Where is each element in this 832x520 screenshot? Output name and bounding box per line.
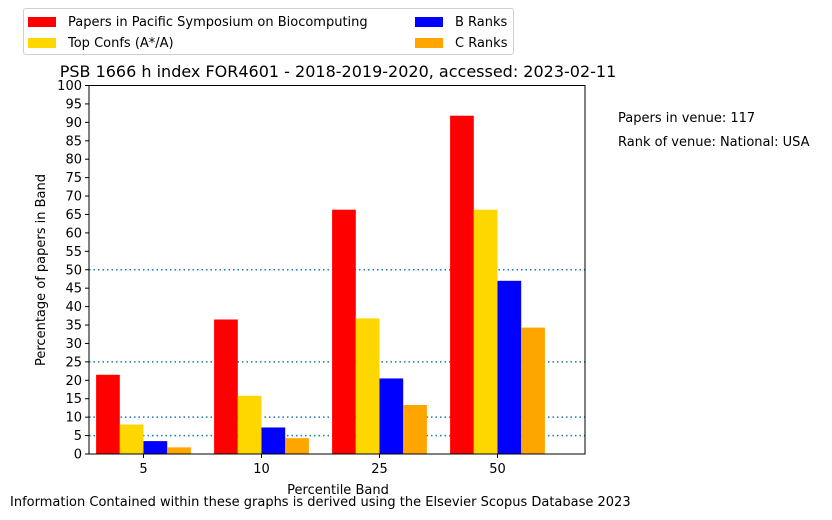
legend-swatch-b-ranks: [415, 17, 443, 27]
bar-papers-in-pacific-symposium-on-biocomputing-25: [332, 209, 356, 454]
y-tick-label-20: 20: [65, 374, 82, 389]
y-axis-label: Percentage of papers in Band: [34, 174, 49, 366]
bar-c-ranks-5: [167, 447, 191, 454]
x-tick-label-50: 50: [489, 462, 506, 477]
x-axis-label: Percentile Band: [287, 483, 389, 498]
x-axis: 5 10 25 50: [139, 454, 506, 477]
legend-label-b-ranks: B Ranks: [455, 14, 508, 30]
legend-label-psb: Papers in Pacific Symposium on Biocomput…: [68, 14, 368, 30]
bars: [96, 115, 545, 454]
y-tick-label-10: 10: [65, 411, 82, 426]
y-tick-label-55: 55: [65, 245, 82, 260]
data-source-footer: Information Contained within these graph…: [10, 495, 631, 510]
x-tick-label-10: 10: [253, 462, 270, 477]
bar-b-ranks-5: [143, 441, 168, 454]
bar-papers-in-pacific-symposium-on-biocomputing-5: [96, 374, 120, 454]
y-tick-label-60: 60: [65, 226, 82, 241]
bar-top-confs-a-a--50: [473, 209, 498, 454]
bar-b-ranks-10: [261, 427, 286, 454]
legend-item-top-confs: Top Confs (A*/A): [28, 35, 174, 51]
legend: Papers in Pacific Symposium on Biocomput…: [23, 8, 514, 55]
y-tick-label-45: 45: [65, 282, 82, 297]
y-axis: 0 5 10 15 20 25 30 35 40 45 50 55 60 65 70 75 80 85 90 95 10…: [57, 79, 89, 463]
legend-swatch-psb: [28, 17, 56, 27]
y-tick-label-50: 50: [65, 263, 82, 278]
rank-of-venue-note: Rank of venue: National: USA: [618, 135, 810, 150]
legend-swatch-c-ranks: [415, 38, 443, 48]
y-tick-label-95: 95: [65, 97, 82, 112]
y-tick-label-35: 35: [65, 319, 82, 334]
y-tick-label-0: 0: [74, 448, 82, 463]
y-tick-label-75: 75: [65, 171, 82, 186]
legend-label-top-confs: Top Confs (A*/A): [68, 35, 174, 51]
y-tick-label-85: 85: [65, 134, 82, 149]
y-tick-label-100: 100: [57, 79, 82, 94]
y-tick-label-30: 30: [65, 337, 82, 352]
bar-top-confs-a-a--25: [355, 318, 380, 454]
legend-swatch-top-confs: [28, 38, 56, 48]
y-tick-label-65: 65: [65, 208, 82, 223]
chart-title: PSB 1666 h index FOR4601 - 2018-2019-202…: [60, 62, 617, 81]
y-tick-label-15: 15: [65, 392, 82, 407]
bar-b-ranks-25: [379, 378, 404, 454]
bar-papers-in-pacific-symposium-on-biocomputing-10: [214, 319, 238, 454]
bar-top-confs-a-a--10: [237, 395, 262, 454]
y-tick-label-40: 40: [65, 300, 82, 315]
y-tick-label-80: 80: [65, 153, 82, 168]
bar-b-ranks-50: [497, 280, 522, 454]
bar-papers-in-pacific-symposium-on-biocomputing-50: [450, 115, 474, 454]
legend-item-psb: Papers in Pacific Symposium on Biocomput…: [28, 14, 368, 30]
papers-in-venue-note: Papers in venue: 117: [618, 111, 756, 126]
bar-top-confs-a-a--5: [119, 424, 144, 454]
x-tick-label-25: 25: [371, 462, 388, 477]
bar-c-ranks-25: [403, 404, 427, 454]
legend-label-c-ranks: C Ranks: [455, 35, 508, 51]
x-tick-label-5: 5: [139, 462, 147, 477]
bar-c-ranks-10: [285, 438, 309, 454]
y-tick-label-25: 25: [65, 355, 82, 370]
legend-item-b-ranks: B Ranks: [415, 14, 507, 30]
y-tick-label-5: 5: [74, 429, 82, 444]
bar-c-ranks-50: [521, 327, 545, 454]
y-tick-label-70: 70: [65, 190, 82, 205]
y-tick-label-90: 90: [65, 116, 82, 131]
legend-item-c-ranks: C Ranks: [415, 35, 507, 51]
